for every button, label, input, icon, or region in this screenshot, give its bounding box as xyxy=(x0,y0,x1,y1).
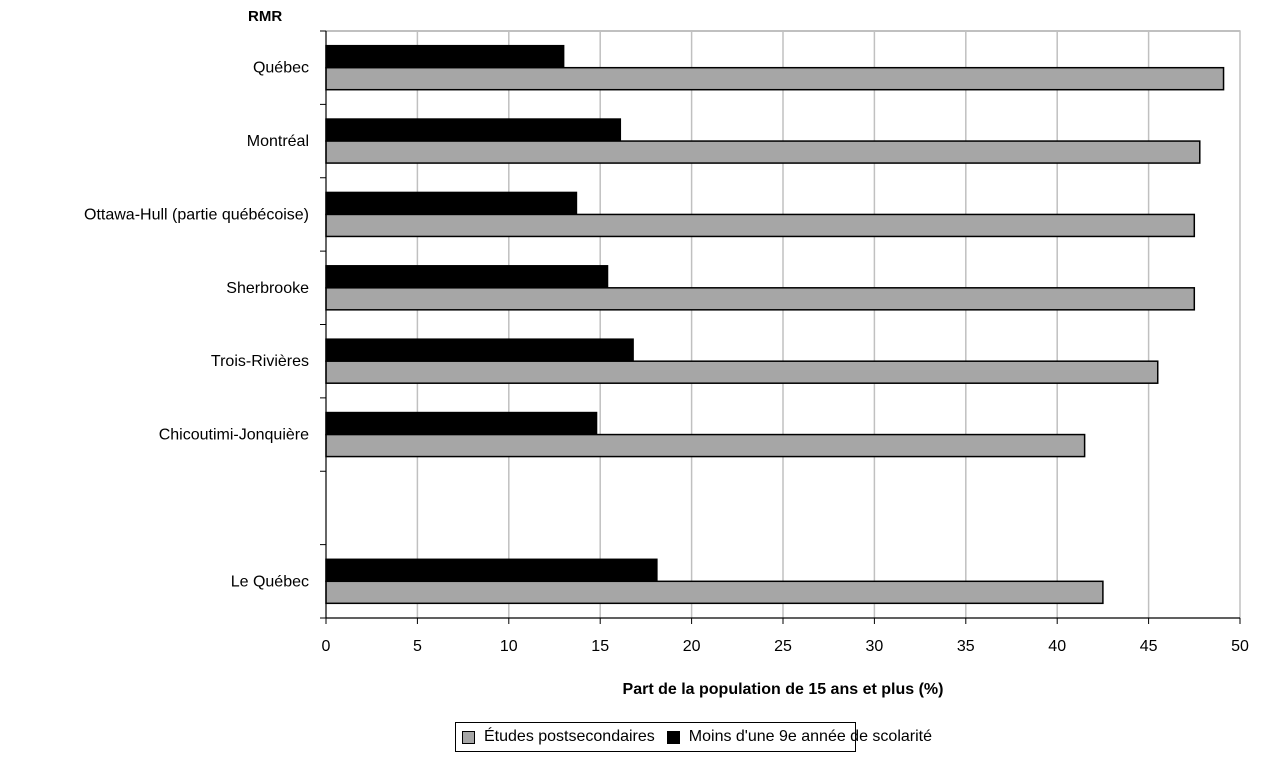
x-tick-label: 45 xyxy=(1140,638,1158,655)
category-label: Chicoutimi-Jonquière xyxy=(159,427,309,444)
category-label: Montréal xyxy=(247,133,309,150)
legend-item-postsecondaire: Études postsecondaires xyxy=(462,728,655,746)
bar-moins-9e xyxy=(325,44,565,69)
bar-postsecondaire xyxy=(325,433,1086,458)
bar-moins-9e xyxy=(325,338,634,362)
x-axis-title: Part de la population de 15 ans et plus … xyxy=(623,681,944,698)
bar-postsecondaire xyxy=(325,140,1201,164)
x-tick-label: 15 xyxy=(591,638,609,655)
bar-moins-9e xyxy=(325,191,578,216)
x-tick-label: 5 xyxy=(413,638,422,655)
category-label: Sherbrooke xyxy=(226,280,309,297)
bar-postsecondaire xyxy=(325,360,1159,384)
bar-chart: 0 5 10 15 20 25 30 35 40 45 50 Québec Montréal Ottawa… xyxy=(84,8,1249,698)
x-tick-label: 20 xyxy=(683,638,701,655)
category-label: Québec xyxy=(253,60,309,77)
bar-postsecondaire xyxy=(325,287,1196,311)
category-label: Trois-Rivières xyxy=(211,353,309,370)
bar-postsecondaire xyxy=(325,213,1196,238)
x-tick-label: 25 xyxy=(774,638,792,655)
x-tick-label: 30 xyxy=(866,638,884,655)
legend-item-moins-9e: Moins d'une 9e année de scolarité xyxy=(666,728,932,746)
legend-label-postsecondaire: Études postsecondaires xyxy=(484,728,655,745)
bar-moins-9e xyxy=(325,265,609,289)
legend: Études postsecondaires Moins d'une 9e an… xyxy=(455,722,932,752)
labels: 0 5 10 15 20 25 30 35 40 45 50 Québec Montréal Ottawa… xyxy=(84,60,1249,655)
x-tick-label: 0 xyxy=(322,638,331,655)
x-tick-label: 10 xyxy=(500,638,518,655)
y-axis-title: RMR xyxy=(248,8,282,25)
bar-moins-9e xyxy=(325,118,622,142)
x-tick-label: 50 xyxy=(1231,638,1249,655)
bar-moins-9e xyxy=(325,411,598,436)
category-label: Ottawa-Hull (partie québécoise) xyxy=(84,206,309,223)
axes xyxy=(320,30,1241,624)
bar-postsecondaire xyxy=(325,580,1104,605)
bars xyxy=(325,44,1225,605)
legend-swatch-moins-9e xyxy=(666,730,680,744)
bar-moins-9e xyxy=(325,558,658,583)
x-tick-label: 35 xyxy=(957,638,975,655)
legend-label-moins-9e: Moins d'une 9e année de scolarité xyxy=(688,728,932,745)
legend-swatch-postsecondaire xyxy=(462,730,475,744)
bar-postsecondaire xyxy=(325,66,1225,91)
category-label: Le Québec xyxy=(231,573,309,590)
x-tick-label: 40 xyxy=(1048,638,1066,655)
